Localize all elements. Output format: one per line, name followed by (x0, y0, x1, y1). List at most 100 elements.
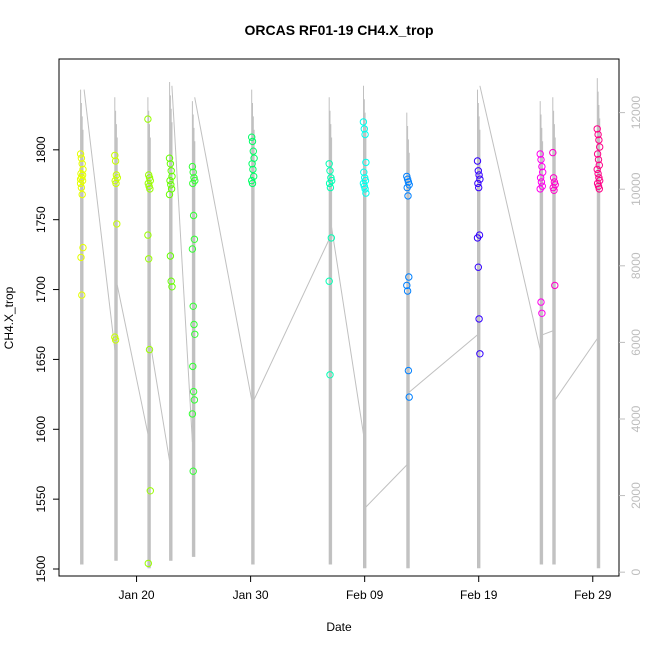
x-tick-label: Feb 09 (346, 588, 384, 602)
altitude-segment (408, 334, 478, 393)
series-10 (473, 157, 484, 358)
data-point (111, 157, 120, 165)
y2-axis: 0 2000 4000 6000 8000 10000 12000 (619, 96, 643, 576)
altitude-segment (149, 342, 171, 462)
data-point (189, 179, 197, 188)
data-point (594, 169, 602, 178)
data-point (189, 211, 198, 220)
data-point (111, 336, 120, 344)
data-point (361, 185, 369, 193)
y-tick-label: 1700 (34, 276, 48, 303)
data-point (325, 160, 333, 168)
data-point (549, 148, 557, 157)
data-point (190, 235, 199, 244)
y-tick-label: 1750 (34, 206, 48, 233)
data-point (475, 315, 483, 323)
data-point (475, 171, 483, 179)
data-point (595, 161, 603, 169)
data-point (537, 155, 545, 164)
data-point (188, 245, 197, 253)
altitude-segment (365, 464, 408, 508)
data-point (403, 281, 411, 290)
data-point (189, 168, 197, 176)
altitude-segment (331, 227, 364, 435)
data-point (112, 179, 120, 188)
data-point (475, 183, 483, 192)
series-8 (359, 118, 370, 197)
data-point (476, 175, 484, 183)
data-point (78, 171, 87, 179)
data-point (362, 158, 370, 167)
y2-tick-label: 10000 (629, 172, 643, 206)
altitude-segment (253, 238, 330, 401)
data-point (165, 154, 174, 162)
altitude-segment (554, 338, 598, 401)
data-point (189, 387, 198, 396)
data-point (551, 281, 559, 290)
data-point (404, 366, 413, 375)
data-point (167, 181, 175, 189)
data-point (474, 263, 482, 271)
data-point (474, 179, 482, 188)
data-point (476, 350, 484, 358)
data-point (191, 330, 199, 338)
series-13 (593, 125, 604, 193)
data-point (248, 160, 256, 168)
data-point (166, 160, 175, 168)
series-11 (536, 150, 547, 317)
series-9 (403, 172, 413, 401)
y-tick-label: 1550 (34, 485, 48, 512)
data-point (538, 309, 546, 317)
data-point (325, 179, 334, 188)
data-point (536, 174, 545, 182)
data-point (537, 298, 545, 306)
series-3 (144, 115, 155, 568)
data-point (248, 137, 257, 146)
data-point (248, 133, 256, 141)
altitude-segment (116, 284, 149, 435)
y-tick-label: 1600 (34, 416, 48, 443)
y2-tick-label: 0 (629, 569, 643, 576)
altitude-segment (171, 85, 193, 443)
data-point (326, 167, 334, 175)
data-point (76, 150, 85, 158)
y-axis: 1500 1550 1600 1650 1700 1750 1800 (34, 136, 59, 582)
data-point (167, 167, 175, 175)
data-point (188, 162, 197, 171)
x-tick-label: Jan 30 (233, 588, 269, 602)
series-5 (188, 162, 199, 475)
data-point (595, 136, 603, 144)
y-axis-label: CH4.X_trop (2, 286, 16, 349)
data-point (536, 185, 544, 193)
y-tick-label: 1500 (34, 555, 48, 582)
data-point (146, 487, 155, 495)
data-point (166, 176, 174, 185)
data-point (146, 185, 154, 193)
data-point (79, 243, 87, 252)
data-point (76, 179, 85, 188)
altitude-segment (83, 89, 116, 351)
data-point (549, 174, 558, 182)
data-point (594, 130, 602, 139)
data-point (168, 172, 176, 181)
data-point (248, 179, 257, 188)
x-tick-label: Feb 19 (460, 588, 498, 602)
data-point (361, 130, 369, 139)
data-point (593, 165, 601, 174)
data-point (77, 154, 86, 162)
data-point (111, 151, 119, 160)
series-7 (325, 160, 336, 379)
plot-frame (58, 58, 620, 577)
data-point (550, 186, 558, 195)
data-point (325, 277, 333, 285)
data-point (359, 118, 368, 126)
data-point (168, 283, 176, 291)
y2-tick-label: 12000 (629, 96, 643, 130)
data-point (190, 396, 199, 404)
series-6 (248, 133, 258, 188)
data-point (144, 231, 152, 239)
data-point (249, 165, 257, 174)
data-point (593, 150, 602, 158)
data-points (76, 115, 604, 568)
series-1 (76, 150, 87, 299)
